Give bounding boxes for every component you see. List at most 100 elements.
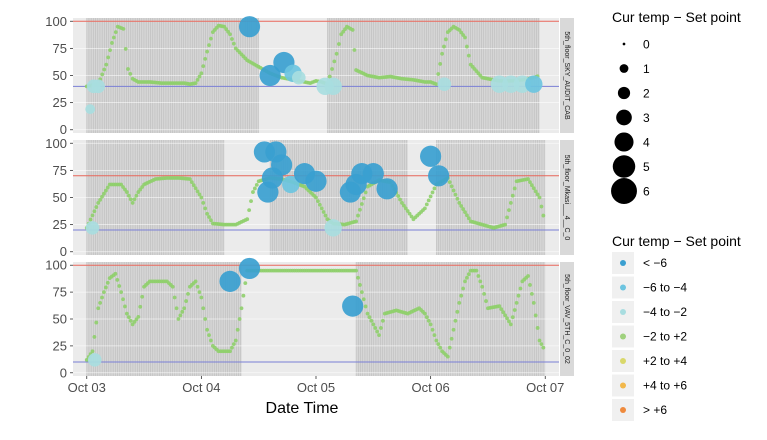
deviation-bubble [305,170,327,192]
data-point [466,53,471,58]
data-point [398,197,402,202]
data-point [507,319,511,324]
legend-label: 4 [643,136,650,150]
data-point [451,327,456,332]
data-point [407,211,412,216]
legend-label: +4 to +6 [643,379,687,393]
data-point [205,211,210,216]
data-point [396,194,401,198]
data-point [327,74,332,79]
y-tick-label: 50 [53,190,67,205]
y-tick-label: 50 [53,312,67,327]
data-point [207,333,211,338]
y-tick-label: 100 [45,14,67,29]
data-point [463,279,467,284]
data-point [113,30,118,35]
data-point [528,180,532,185]
data-point [438,62,443,66]
data-point [350,28,355,32]
data-point [380,318,385,323]
x-axis: Oct 03 Oct 04 Oct 05 Oct 06 Oct 07 [68,376,564,395]
data-point [197,290,202,295]
legend-color-key [620,407,626,413]
legend-label: 5 [643,160,650,174]
data-point [189,180,194,185]
data-point [228,32,232,37]
data-point [358,283,362,287]
data-point [123,304,127,309]
data-point [113,271,118,276]
data-point [367,315,372,320]
data-point [445,354,450,359]
data-point [516,293,521,298]
legend-label: +2 to +4 [643,354,687,368]
data-point [88,217,93,222]
data-point [371,322,376,327]
data-point [316,199,320,204]
data-point [124,311,129,316]
data-point [463,35,467,40]
data-point [535,326,540,330]
data-point [424,315,429,320]
data-point [102,67,107,72]
data-point [484,299,488,303]
data-point [533,313,538,318]
legend-size-key [611,178,637,204]
data-point [111,35,116,40]
size-legend: Cur temp − Set point 0 1 2 3 4 5 6 [611,9,741,204]
data-point [319,206,324,211]
x-tick-label: Oct 06 [411,380,449,395]
facet-strip [560,18,574,133]
legend-size-key [617,86,631,100]
data-point [94,320,99,325]
data-point [231,41,236,46]
data-point [106,55,111,60]
data-point [459,204,464,208]
data-point [102,290,106,295]
data-point [359,290,364,295]
data-point [512,186,517,191]
data-point [140,294,145,299]
data-point [231,342,236,346]
data-point [245,217,250,222]
legend-color-key [620,333,626,340]
data-point [539,204,544,209]
data-point [476,274,481,278]
data-point [314,195,318,200]
data-point [359,202,364,206]
data-point [252,186,257,191]
facet-panel: 5th_floor_SKY_AUDIT_CAB 0 25 50 75 100 [45,14,574,137]
data-point [508,201,513,205]
data-point [403,206,408,211]
data-point [209,218,213,223]
legend-size-key [619,64,629,73]
data-point [512,308,517,312]
data-point [451,188,456,193]
data-point [363,190,368,195]
data-point [463,210,467,215]
legend-label: < −6 [643,256,667,270]
data-point [356,213,360,218]
data-point [132,197,137,202]
legend-size-key [612,155,636,178]
data-point [186,292,190,296]
data-point [138,304,143,309]
data-point [354,268,359,273]
y-tick-label: 100 [45,258,67,273]
data-point [249,199,253,204]
y-tick-label: 0 [60,122,67,137]
y-tick-label: 25 [53,217,67,232]
data-point [459,293,464,298]
data-point [533,189,538,194]
deviation-bubble [420,145,442,167]
y-tick-label: 100 [45,136,67,151]
data-point [541,213,546,218]
legend-title: Cur temp − Set point [612,9,741,25]
data-point [195,189,200,194]
deviation-bubble [91,79,106,94]
data-point [424,202,429,207]
data-point [128,71,133,76]
deviation-bubble [324,77,342,96]
data-point [84,357,89,362]
